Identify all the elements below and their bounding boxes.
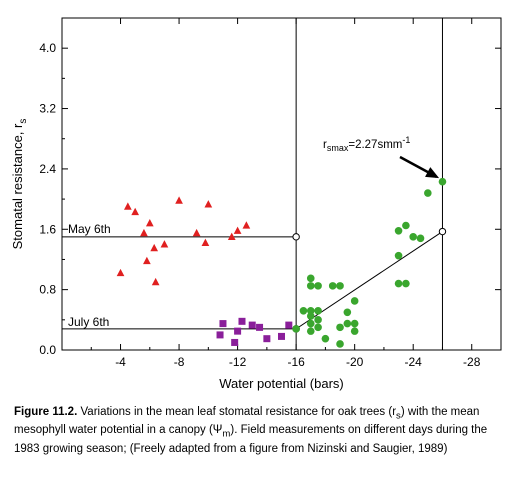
circle-point	[344, 308, 352, 316]
circle-point	[409, 233, 417, 241]
triangle-point	[146, 219, 154, 226]
circle-point	[314, 324, 322, 332]
triangle-point	[124, 202, 132, 209]
x-axis-label: Water potential (bars)	[219, 376, 344, 391]
y-axis-label-sub: s	[18, 119, 29, 124]
circle-point	[314, 316, 322, 324]
triangle-point	[152, 278, 160, 285]
triangle-point	[193, 229, 201, 236]
triangle-point	[131, 208, 139, 215]
open-point	[439, 228, 445, 234]
circle-point	[329, 282, 337, 290]
circle-point	[417, 235, 425, 243]
figure-caption: Figure 11.2. Variations in the mean leaf…	[14, 405, 510, 457]
triangle-point	[202, 239, 210, 246]
triangle-point	[175, 196, 183, 203]
triangle-point	[150, 244, 158, 251]
triangle-point	[117, 269, 125, 276]
x-tick-label: -24	[405, 355, 423, 369]
circle-point	[351, 320, 359, 328]
caption-text-1: Variations in the mean leaf stomatal res…	[77, 406, 396, 418]
square-point	[256, 324, 263, 331]
rsmax-annotation: rsmax=2.27smm-1	[323, 135, 410, 153]
square-point	[217, 331, 224, 338]
circle-point	[351, 297, 359, 305]
square-point	[278, 333, 285, 340]
triangle-point	[140, 229, 148, 236]
circle-point	[292, 325, 300, 333]
triangle-point	[161, 240, 169, 247]
y-tick-label: 3.2	[39, 102, 56, 116]
circle-point	[336, 282, 344, 290]
rsmax-value: =2.27smm	[348, 139, 402, 151]
y-tick-label: 2.4	[39, 162, 56, 176]
triangle-point	[243, 221, 251, 228]
circle-point	[314, 282, 322, 290]
july-6th-label: July 6th	[68, 315, 109, 329]
x-tick-label: -8	[174, 355, 185, 369]
circle-point	[307, 275, 315, 283]
circle-point	[314, 307, 322, 315]
y-tick-label: 1.6	[39, 222, 56, 236]
plot-frame	[62, 18, 501, 350]
x-tick-label: -20	[346, 355, 364, 369]
x-tick-label: -16	[287, 355, 305, 369]
rsmax-sub: smax	[327, 143, 349, 153]
circle-point	[307, 282, 315, 290]
square-point	[249, 322, 256, 329]
circle-point	[424, 189, 432, 197]
square-point	[238, 318, 245, 325]
circle-point	[336, 324, 344, 332]
square-point	[263, 335, 270, 342]
rsmax-sup: -1	[402, 135, 410, 145]
chart: -4 -8 -12 -16 -20 -24 -28 0.0 0.8 1.6 2.4 3.2 4.0 Wa…	[0, 0, 523, 400]
y-tick-label: 0.8	[39, 283, 56, 297]
square-point	[285, 322, 292, 329]
y-tick-label: 4.0	[39, 41, 56, 55]
circle-point	[395, 252, 403, 260]
triangle-point	[143, 257, 151, 264]
circle-point	[351, 327, 359, 335]
triangle-point	[234, 227, 242, 234]
circle-point	[307, 327, 315, 335]
circle-point	[307, 320, 315, 328]
circle-point	[402, 222, 410, 230]
square-point	[231, 339, 238, 346]
circle-point	[439, 178, 447, 186]
caption-label: Figure 11.2.	[14, 406, 77, 418]
circle-point	[336, 340, 344, 348]
y-axis-label: Stomatal resistance, rs	[10, 119, 29, 250]
circle-point	[322, 335, 330, 343]
x-tick-label: -28	[463, 355, 481, 369]
square-point	[234, 328, 241, 335]
x-tick-label: -4	[115, 355, 126, 369]
circle-point	[307, 312, 315, 320]
triangle-point	[204, 200, 212, 207]
open-point	[293, 234, 299, 240]
x-tick-label: -12	[229, 355, 247, 369]
circle-point	[344, 320, 352, 328]
circle-point	[395, 227, 403, 235]
may-6th-label: May 6th	[68, 222, 111, 236]
square-point	[219, 320, 226, 327]
circle-point	[402, 280, 410, 288]
y-tick-label: 0.0	[39, 343, 56, 357]
circle-point	[300, 307, 308, 315]
circle-point	[395, 280, 403, 288]
